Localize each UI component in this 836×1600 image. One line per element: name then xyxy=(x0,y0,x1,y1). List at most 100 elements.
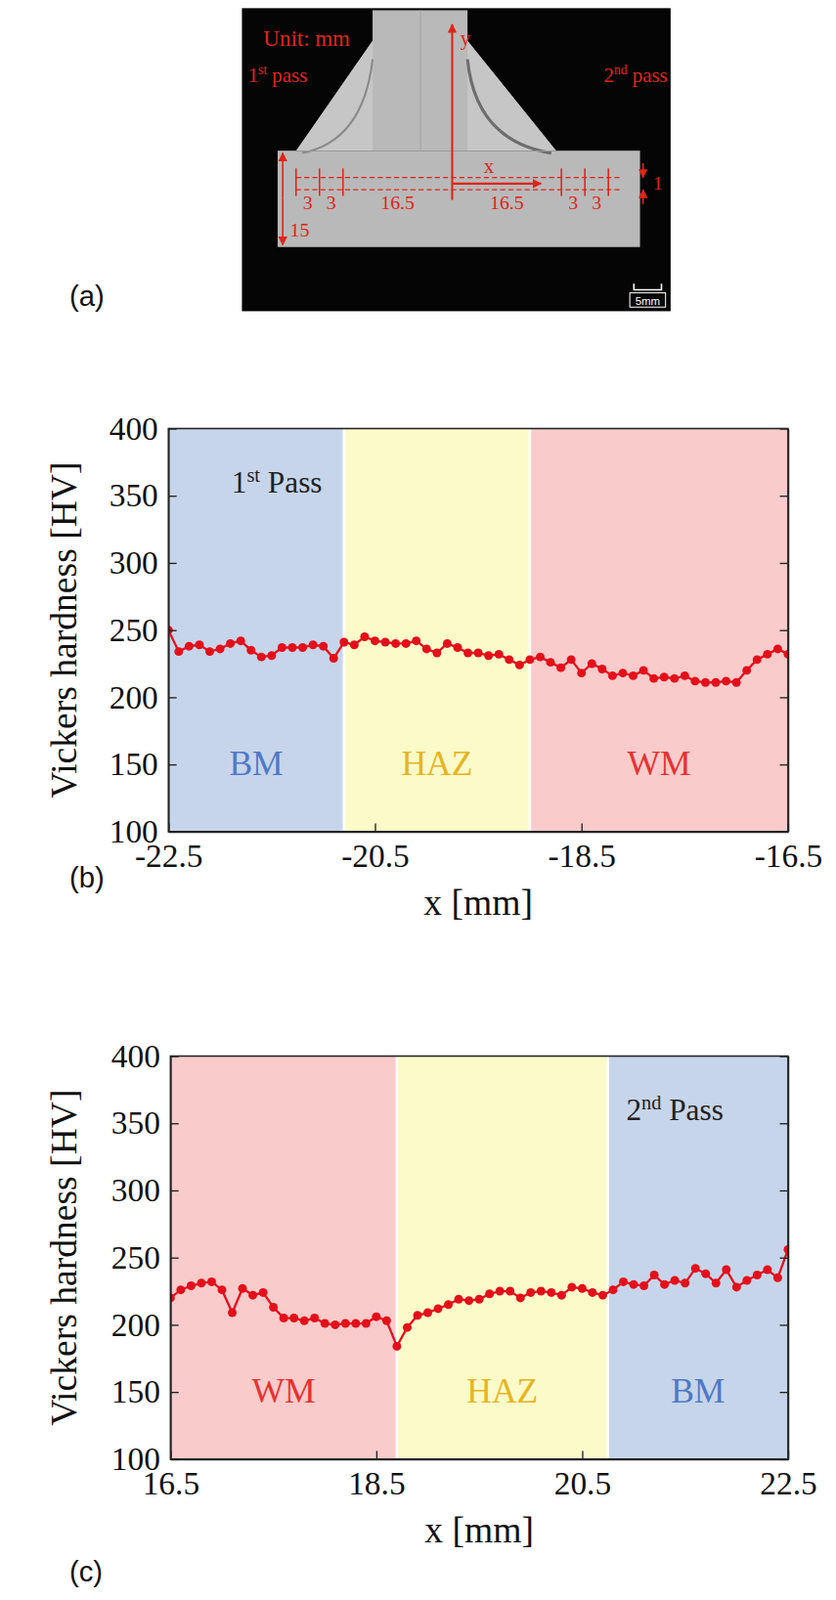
tick xyxy=(780,764,789,766)
data-point xyxy=(670,1276,680,1286)
panel-label: (b) xyxy=(69,862,105,894)
text-part: pass xyxy=(266,63,308,88)
data-point xyxy=(266,651,276,660)
tick-mark xyxy=(168,764,176,766)
pass-annotation: 1st Pass xyxy=(231,464,323,500)
data-point xyxy=(752,1271,762,1280)
data-point xyxy=(257,653,266,662)
tick-label: 100 xyxy=(111,1441,161,1478)
data-point xyxy=(546,1288,556,1298)
tick-label: 100 xyxy=(109,813,159,850)
data-point xyxy=(443,1300,453,1310)
height-arrow xyxy=(281,153,284,199)
fusion-line xyxy=(467,59,552,154)
data-point xyxy=(629,1280,639,1290)
data-point xyxy=(246,646,256,656)
tick xyxy=(780,697,789,699)
text-part: Pass xyxy=(660,1093,723,1128)
tick: 350 xyxy=(111,1104,179,1142)
data-point xyxy=(186,1281,196,1291)
data-point xyxy=(691,1264,701,1274)
data-point xyxy=(505,1287,515,1297)
figure: Unit: mm1st pass2nd passyx3316.516.53311… xyxy=(0,0,836,1600)
x-arrow xyxy=(451,182,541,185)
data-point xyxy=(196,1278,206,1288)
text-part: 2 xyxy=(625,1093,642,1128)
tick xyxy=(780,1258,789,1260)
region-label: HAZ xyxy=(466,1371,538,1411)
x-axis-title: x [mm] xyxy=(424,1510,534,1551)
data-point xyxy=(742,1276,751,1286)
data-point xyxy=(762,1266,772,1276)
tick-mark xyxy=(780,1324,789,1326)
data-point xyxy=(452,643,462,653)
data-point xyxy=(370,636,380,646)
data-point xyxy=(660,1280,669,1290)
data-point xyxy=(216,644,225,654)
tick: 100 xyxy=(111,1441,179,1478)
tick-mark xyxy=(780,1459,789,1461)
data-point xyxy=(454,1295,464,1305)
data-point xyxy=(546,658,556,667)
data-point xyxy=(536,1287,546,1297)
tick-mark xyxy=(780,428,789,430)
tick: 400 xyxy=(111,1038,179,1075)
data-point xyxy=(628,671,638,681)
data-point xyxy=(309,1314,319,1323)
tick xyxy=(780,428,789,430)
data-point xyxy=(320,1320,330,1329)
data-point xyxy=(701,1270,710,1279)
tick: 150 xyxy=(109,746,177,783)
data-point xyxy=(341,1320,351,1329)
data-point xyxy=(217,1285,226,1295)
data-point xyxy=(752,655,762,664)
y-axis-title: Vickers hardness [HV] xyxy=(44,1090,85,1427)
data-point xyxy=(259,1288,268,1298)
tick-mark xyxy=(170,1258,178,1260)
tick-mark xyxy=(170,1123,178,1125)
tick: -18.5 xyxy=(547,823,616,875)
scale-bar xyxy=(633,283,661,290)
region-band xyxy=(344,428,530,832)
data-point xyxy=(557,1291,567,1301)
data-point xyxy=(495,1287,505,1297)
dimension-label: 15 xyxy=(289,219,309,241)
tick: 200 xyxy=(111,1307,179,1344)
data-point xyxy=(526,1288,535,1298)
data-point xyxy=(225,639,235,649)
plate-interface xyxy=(277,150,641,152)
data-point xyxy=(339,638,349,648)
tick-label: 200 xyxy=(109,679,159,716)
region-band xyxy=(529,428,789,832)
y-axis-title: Vickers hardness [HV] xyxy=(44,462,85,799)
data-point xyxy=(711,678,721,688)
data-point xyxy=(351,1320,360,1329)
tick-label: 18.5 xyxy=(348,1465,405,1502)
tick-label: 150 xyxy=(109,746,159,783)
data-point xyxy=(576,668,586,678)
data-point xyxy=(176,1285,185,1295)
measure-line xyxy=(296,188,623,190)
data-point xyxy=(236,636,246,646)
text-part: 1 xyxy=(248,63,259,88)
data-point xyxy=(464,1296,474,1306)
data-point xyxy=(504,655,514,664)
dimension-label: 16.5 xyxy=(489,191,525,214)
text-part: pass xyxy=(627,63,668,88)
data-point xyxy=(669,674,679,684)
text-part: Pass xyxy=(260,465,322,500)
depth-arrow xyxy=(642,189,645,205)
data-point xyxy=(412,1311,422,1320)
axis-letter: x xyxy=(484,154,495,178)
data-point xyxy=(350,640,359,650)
data-point xyxy=(732,678,742,688)
region-divider xyxy=(396,1056,399,1459)
tick-mark xyxy=(780,1056,789,1057)
text-part: 2 xyxy=(604,63,615,88)
dimension-label: 1 xyxy=(653,173,662,194)
dimension-label: 16.5 xyxy=(380,191,415,214)
data-point xyxy=(359,632,369,642)
data-point xyxy=(680,671,690,681)
data-point xyxy=(617,668,627,678)
tick-label: -20.5 xyxy=(341,837,410,875)
